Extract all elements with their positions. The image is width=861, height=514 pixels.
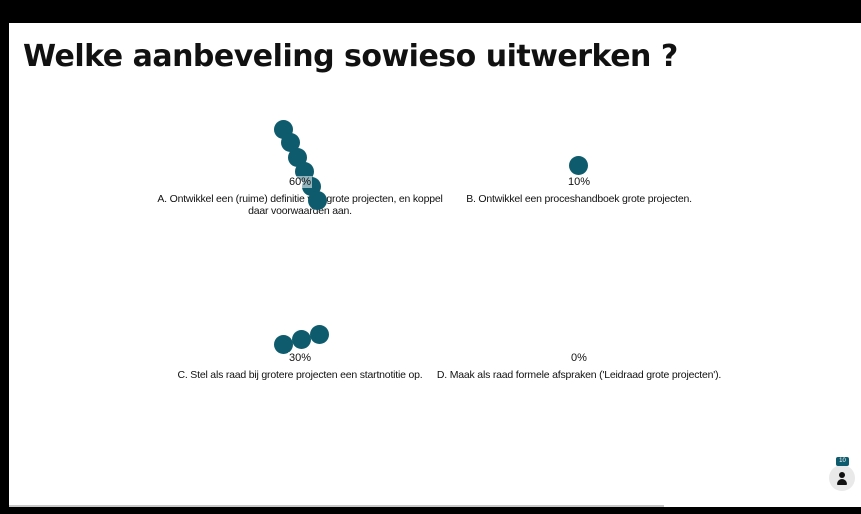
response-dot: [274, 335, 293, 354]
person-icon-body: [837, 479, 847, 485]
option-c-percentage: 30%: [287, 352, 313, 364]
poll-option-b: 10% B. Ontwikkel een proceshandboek grot…: [429, 120, 729, 205]
presentation-slide: Welke aanbeveling sowieso uitwerken ? 60…: [9, 23, 861, 507]
option-a-label: A. Ontwikkel een (ruime) definitie van g…: [157, 193, 443, 217]
option-d-percentage: 0%: [570, 352, 588, 364]
response-dot: [281, 133, 300, 152]
response-dot: [308, 191, 327, 210]
participant-count-badge: 10: [836, 457, 849, 466]
person-icon: [839, 472, 845, 478]
response-dot: [569, 156, 588, 175]
poll-option-c: 30% C. Stel als raad bij grotere project…: [150, 296, 450, 381]
option-b-label: B. Ontwikkel een proceshandboek grote pr…: [466, 193, 692, 205]
response-dot: [310, 325, 329, 344]
response-dots-b: [429, 120, 729, 184]
response-dots-a: [150, 120, 450, 210]
poll-option-d: 0% D. Maak als raad formele afspraken ('…: [429, 296, 729, 381]
progress-line: [9, 505, 664, 507]
option-a-percentage: 60%: [287, 176, 313, 188]
response-dot: [292, 330, 311, 349]
option-c-label: C. Stel als raad bij grotere projecten e…: [177, 369, 423, 381]
poll-option-a: 60% A. Ontwikkel een (ruime) definitie v…: [150, 120, 450, 217]
participant-counter[interactable]: 10: [829, 457, 855, 491]
option-d-label: D. Maak als raad formele afspraken ('Lei…: [436, 369, 722, 381]
slide-title: Welke aanbeveling sowieso uitwerken ?: [23, 39, 678, 74]
response-dots-c: [150, 296, 450, 360]
response-dots-d: [429, 296, 729, 360]
option-b-percentage: 10%: [566, 176, 592, 188]
